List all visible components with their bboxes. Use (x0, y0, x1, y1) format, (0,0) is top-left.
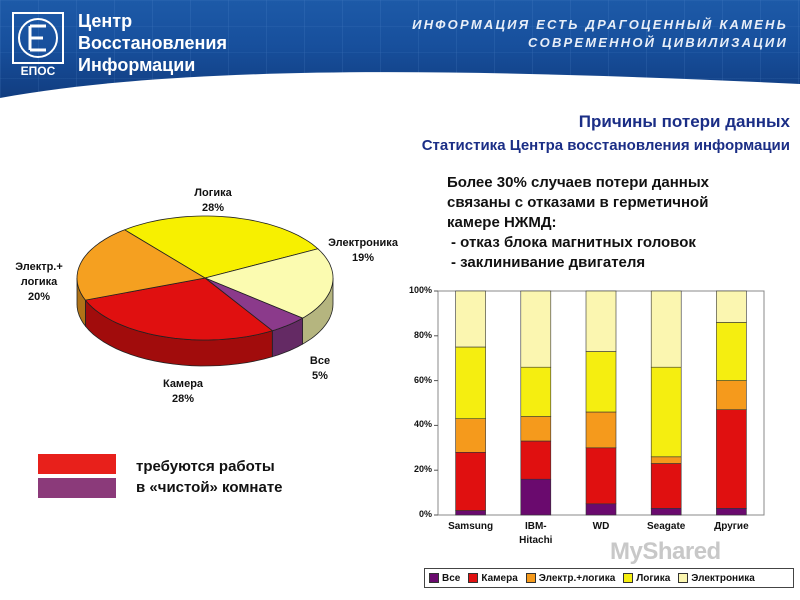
stacked-bar-chart (434, 290, 765, 516)
note-line: Более 30% случаев потери данных (447, 174, 709, 191)
bar-Другие-Все (716, 508, 747, 516)
legend-swatch (623, 573, 634, 583)
y-tick-label: 20% (413, 464, 432, 475)
header-banner: ЕПОС Центр Восстановления Информации ИНФ… (0, 0, 800, 105)
bar-Samsung-Все (455, 510, 486, 516)
x-category-label: Seagate (647, 521, 686, 532)
y-tick-label: 60% (413, 374, 432, 385)
bar-Samsung-Камера (455, 452, 486, 511)
legend-swatch (525, 573, 536, 583)
legend-item: Электр.+логика (525, 572, 616, 584)
bar-Другие-Камера (716, 409, 747, 509)
bar-WD-Логика (585, 351, 617, 413)
pie-chart (76, 215, 334, 367)
bar-Seagate-Электр.+логика (650, 456, 682, 464)
bar-Samsung-Электроника (455, 290, 486, 348)
pie-label-elektr-logika: Электр.+ логика 20% (15, 261, 63, 303)
bar-WD-Все (585, 503, 617, 516)
pie-label-kamera: Камера 28% (162, 378, 204, 405)
y-tick-label: 80% (413, 329, 432, 340)
clean-room-text-1: требуются работы (136, 458, 275, 475)
legend-label: Электр.+логика (538, 572, 616, 584)
page-title: Причины потери данных (578, 112, 790, 131)
legend-swatch (468, 573, 479, 583)
bar-Seagate-Электроника (650, 290, 682, 368)
bar-IBM-Hitachi-Электр.+логика (520, 416, 552, 442)
pie-slice-Логика (123, 215, 319, 279)
bar-Другие-Логика (716, 322, 747, 381)
pie-tops (76, 215, 334, 341)
y-tick-label: 0% (418, 509, 432, 519)
legend-swatch (429, 573, 439, 583)
pie-slice-Электр.+ логика (76, 229, 207, 301)
x-category-label: WD (592, 521, 610, 532)
bar-Seagate-Логика (650, 366, 682, 458)
bar-Другие-Электроника (716, 290, 747, 323)
legend-swatch (678, 573, 689, 583)
x-category-label: IBM- Hitachi (519, 521, 553, 546)
bar-Другие-Электр.+логика (716, 380, 747, 410)
pie-slice-Камера (84, 277, 274, 341)
bar-WD-Электр.+логика (585, 411, 617, 449)
bar-IBM-Hitachi-Камера (520, 440, 552, 480)
legend-item: Логика (623, 573, 670, 584)
page-subtitle: Статистика Центра восстановления информа… (421, 137, 790, 154)
x-category-label: Samsung (448, 521, 494, 532)
slogan: ИНФОРМАЦИЯ ЕСТЬ ДРАГОЦЕННЫЙ КАМЕНЬ СОВРЕ… (412, 17, 788, 50)
y-tick-label: 100% (408, 285, 432, 295)
note-bullet: - отказ блока магнитных головок (451, 234, 696, 251)
legend-item: Электроника (678, 573, 755, 584)
bar-WD-Электроника (585, 290, 617, 352)
bar-Seagate-Камера (650, 463, 682, 509)
legend-item: Все (429, 573, 460, 584)
note-line: связаны с отказами в герметичной (447, 194, 709, 211)
legend-label: Электроника (691, 572, 755, 584)
bar-IBM-Hitachi-Логика (520, 366, 552, 417)
bar-Seagate-Все (650, 508, 682, 516)
bar-Samsung-Электр.+логика (455, 418, 486, 453)
logo-text: ЕПОС (21, 64, 56, 78)
bar-IBM-Hitachi-Все (520, 478, 552, 516)
pie-label-elektronika: Электроника 19% (328, 237, 398, 264)
banner-swoosh (0, 72, 800, 105)
pie-label-logika: Логика 28% (194, 187, 232, 214)
legend-label: Камера (481, 572, 518, 584)
clean-room-swatch-red (38, 454, 116, 474)
watermark: MyShared (610, 538, 721, 565)
x-category-label: Другие (714, 521, 749, 532)
legend-item: Камера (468, 572, 518, 584)
note-bullet: - заклинивание двигателя (451, 254, 646, 271)
pie-slice-Все (204, 277, 304, 332)
pie-label-vse: Все 5% (309, 355, 331, 382)
logo-icon: ЕПОС (12, 12, 64, 78)
legend-label: Все (442, 572, 461, 584)
clean-room-swatch-purple (38, 478, 116, 498)
y-tick-label: 40% (413, 419, 432, 430)
bar-Samsung-Логика (455, 346, 486, 419)
brand-name: Центр Восстановления Информации (78, 11, 227, 75)
legend-label: Логика (636, 572, 671, 584)
bar-chart-legend: Все Камера Электр.+логика Логика Электроника (424, 568, 794, 588)
clean-room-text-2: в «чистой» комнате (136, 479, 283, 496)
note-block: Более 30% случаев потери данных связаны … (447, 173, 709, 273)
pie-slice-Электроника (203, 248, 334, 319)
note-line: камере НЖМД: (447, 214, 557, 231)
bar-IBM-Hitachi-Электроника (520, 290, 552, 368)
bar-WD-Камера (585, 447, 617, 505)
